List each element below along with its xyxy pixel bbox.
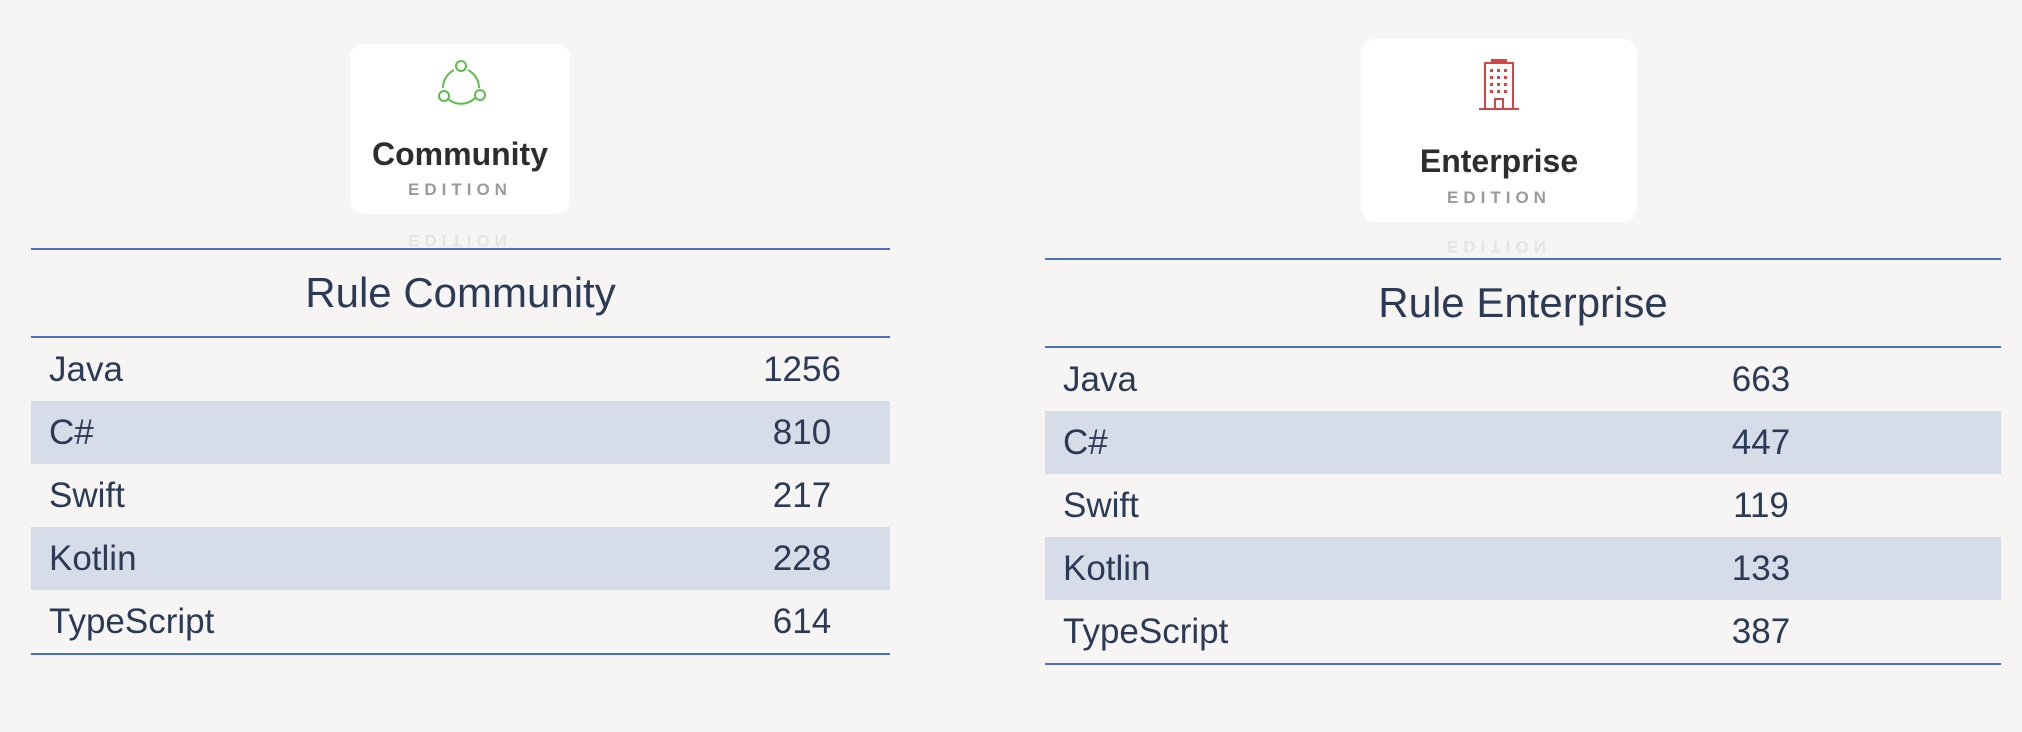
count-cell: 810 (772, 413, 832, 452)
language-cell: TypeScript (49, 602, 215, 641)
edition-card: Community EDITION (350, 44, 570, 214)
edition-name: Community (372, 136, 548, 172)
count-cell: 447 (1731, 423, 1791, 462)
table-row: Swift 119 (1045, 474, 2001, 537)
table-body: Java 1256 C# 810 Swift 217 Kotlin 228 TypeScript… (31, 338, 890, 655)
table-title: Rule Enterprise (1045, 260, 2001, 348)
language-cell: C# (1063, 423, 1108, 462)
language-cell: Swift (1063, 486, 1139, 525)
enterprise-icon (1479, 59, 1519, 110)
edition-card: Enterprise EDITION (1361, 39, 1637, 222)
edition-label: EDITION (1447, 188, 1551, 207)
count-cell: 663 (1731, 360, 1791, 399)
count-cell: 133 (1731, 549, 1791, 588)
community-icon (438, 60, 486, 105)
language-cell: Java (1063, 360, 1137, 399)
language-cell: Kotlin (49, 539, 137, 578)
edition-reflection: EDITION (1447, 237, 1551, 256)
table-row: Kotlin 133 (1045, 537, 2001, 600)
table-row: Kotlin 228 (31, 527, 890, 590)
table-row: Swift 217 (31, 464, 890, 527)
language-cell: C# (49, 413, 94, 452)
table-title: Rule Community (31, 250, 890, 338)
table-row: C# 447 (1045, 411, 2001, 474)
count-cell: 387 (1731, 612, 1791, 651)
count-cell: 119 (1733, 486, 1789, 525)
count-cell: 1256 (763, 350, 841, 389)
table-row: TypeScript 387 (1045, 600, 2001, 663)
table-row: TypeScript 614 (31, 590, 890, 653)
table-row: C# 810 (31, 401, 890, 464)
table: Rule Enterprise Java 663 C# 447 Swift 119 Kotli… (1045, 258, 2001, 665)
language-cell: TypeScript (1063, 612, 1229, 651)
count-cell: 217 (772, 476, 832, 515)
table-row: Java 663 (1045, 348, 2001, 411)
language-cell: Kotlin (1063, 549, 1151, 588)
table-row: Java 1256 (31, 338, 890, 401)
count-cell: 228 (772, 539, 832, 578)
edition-reflection: EDITION (408, 231, 512, 250)
count-cell: 614 (772, 602, 832, 641)
table-body: Java 663 C# 447 Swift 119 Kotlin 133 TypeScript 3… (1045, 348, 2001, 665)
language-cell: Java (49, 350, 123, 389)
table: Rule Community Java 1256 C# 810 Swift 217 Kotli… (31, 248, 890, 655)
edition-name: Enterprise (1419, 143, 1579, 179)
edition-label: EDITION (408, 180, 512, 199)
language-cell: Swift (49, 476, 125, 515)
